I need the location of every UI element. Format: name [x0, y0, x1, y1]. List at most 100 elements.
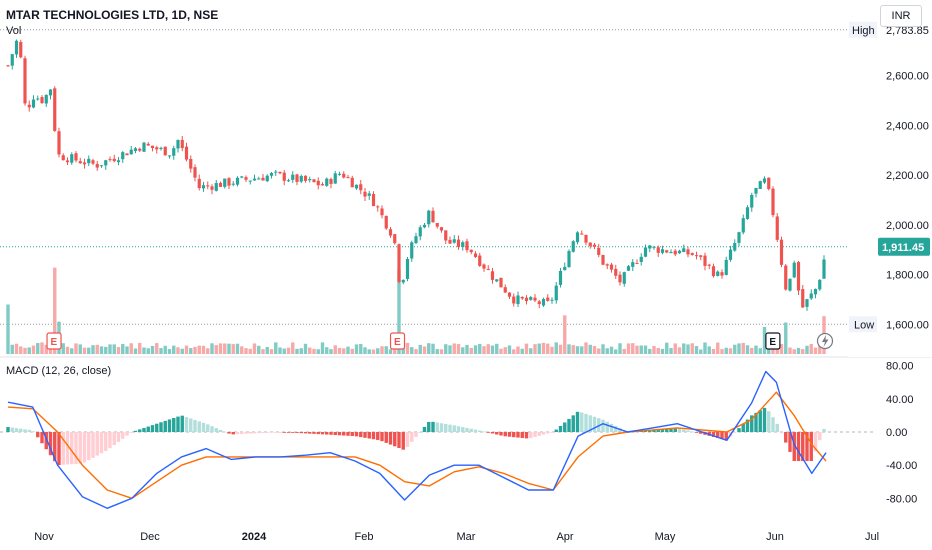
macd-histogram-bar	[159, 422, 163, 432]
candle-body	[541, 299, 546, 306]
macd-histogram-bar	[176, 416, 180, 432]
volume-bar	[61, 343, 65, 354]
volume-bar	[745, 345, 750, 354]
macd-tick-label: 0.00	[886, 427, 907, 439]
volume-bar	[622, 348, 626, 354]
volume-bar	[53, 267, 57, 354]
macd-histogram-bar	[363, 432, 367, 438]
macd-histogram-bar	[393, 432, 397, 447]
macd-histogram-bar	[580, 412, 584, 432]
volume-bar	[388, 349, 393, 354]
candle-body	[699, 255, 703, 257]
chart-title: MTAR TECHNOLOGIES LTD, 1D, NSE	[6, 8, 219, 22]
currency-button[interactable]: INR	[880, 5, 922, 27]
volume-bar	[359, 344, 363, 354]
earnings-marker[interactable]: E	[389, 332, 406, 350]
volume-bar	[431, 343, 435, 354]
time-axis[interactable]: Nov Dec 2024 Feb Mar Apr May Jun Jul	[34, 531, 879, 543]
volume-bar	[316, 349, 320, 354]
macd-histogram-bar	[643, 430, 648, 432]
macd-histogram-bar	[767, 411, 771, 432]
earnings-marker[interactable]: E	[765, 332, 781, 350]
volume-bar	[452, 343, 456, 354]
macd-histogram-bar	[78, 432, 82, 464]
candle-body	[138, 148, 142, 151]
time-label-nov: Nov	[34, 531, 54, 543]
candle-body	[588, 242, 592, 247]
macd-histogram-bar	[422, 426, 427, 432]
earnings-marker[interactable]: E	[46, 332, 62, 350]
volume-bar	[524, 343, 529, 354]
volume-bar	[805, 345, 809, 354]
volume-bar	[87, 347, 91, 354]
macd-histogram-bar	[486, 432, 490, 433]
candle-body	[796, 262, 801, 291]
macd-histogram-bar	[724, 432, 728, 441]
candle-body	[660, 249, 665, 253]
volume-bar	[711, 348, 716, 354]
volume-bar	[694, 346, 699, 354]
earnings-marker-label: E	[51, 337, 58, 348]
candle-body	[461, 242, 465, 248]
macd-histogram-bar	[274, 432, 278, 433]
candle-body	[767, 177, 771, 189]
price-tick-label: 1,800.00	[886, 270, 929, 282]
macd-histogram-bar	[758, 410, 762, 432]
volume-bar	[520, 348, 524, 354]
candle-body	[150, 145, 155, 149]
macd-histogram-bar	[801, 432, 805, 462]
macd-histogram-bar	[750, 415, 754, 432]
macd-histogram-bar	[95, 432, 99, 456]
volume-label[interactable]: Vol	[6, 25, 22, 37]
candle-body	[380, 208, 384, 216]
macd-indicator-label[interactable]: MACD (12, 26, close)	[6, 365, 112, 377]
candle-body	[223, 178, 227, 187]
candle-body	[74, 153, 78, 161]
candle-body	[571, 241, 575, 252]
macd-histogram-bar	[529, 432, 533, 439]
macd-histogram-bar	[401, 432, 405, 450]
volume-bar	[609, 346, 614, 354]
macd-histogram-bar	[813, 432, 818, 452]
candle-body	[57, 131, 61, 155]
volume-bar	[754, 345, 758, 354]
macd-histogram-bar	[444, 423, 448, 432]
candle-body	[146, 143, 150, 146]
candle-body	[257, 178, 261, 180]
candle-body	[737, 232, 741, 243]
candle-body	[244, 177, 248, 180]
volume-bar	[435, 349, 439, 354]
macd-histogram-bar	[784, 432, 788, 443]
volume-bar	[286, 347, 291, 354]
candle-body	[155, 147, 159, 150]
macd-histogram-bar	[716, 432, 720, 439]
candle-body	[648, 245, 652, 249]
candle-body	[563, 266, 567, 271]
time-label-dec: Dec	[140, 531, 160, 543]
time-label-jun: Jun	[766, 531, 784, 543]
macd-histogram-bar	[150, 425, 155, 432]
volume-bar	[567, 344, 571, 354]
macd-histogram-bar	[6, 427, 10, 432]
volume-bar	[537, 343, 541, 354]
volume-bar	[626, 343, 631, 354]
volume-bar	[703, 342, 707, 354]
volume-bar	[639, 345, 643, 354]
price-axis[interactable]: 2,600.00 2,400.00 2,200.00 2,000.00 1,800.00…	[848, 0, 932, 357]
low-tag-bg	[849, 316, 877, 333]
candle-body	[503, 287, 507, 293]
volume-bar	[240, 346, 244, 354]
macd-histogram-bar	[27, 429, 31, 432]
macd-histogram-bar	[771, 417, 775, 432]
macd-histogram-bar	[405, 432, 410, 447]
volume-bar	[439, 349, 444, 354]
volume-bar	[614, 349, 618, 354]
macd-histogram-bar	[673, 428, 677, 432]
dividend-marker[interactable]	[816, 332, 834, 350]
macd-histogram-bar	[571, 415, 575, 432]
candle-body	[23, 58, 27, 104]
candle-body	[180, 139, 184, 149]
macd-histogram-bar	[252, 432, 257, 434]
macd-histogram-bar	[512, 432, 516, 438]
